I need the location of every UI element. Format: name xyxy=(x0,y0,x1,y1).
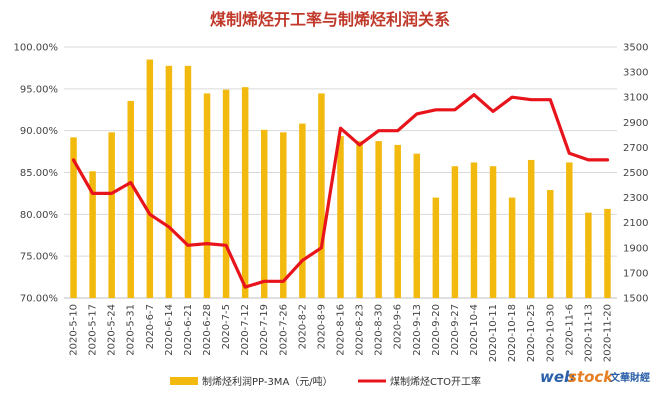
x-tick-label: 2020-6-28 xyxy=(202,304,213,356)
legend-bar-swatch xyxy=(170,377,198,385)
left-tick-label: 95.00% xyxy=(20,84,58,95)
bar xyxy=(318,93,325,298)
bar xyxy=(508,197,516,298)
x-tick-label: 2020-5-17 xyxy=(88,304,99,356)
x-axis: 2020-5-10 2020-5-17 2020-5-24 2020-5-31 2020… xyxy=(69,304,614,362)
bar xyxy=(547,190,554,298)
bar xyxy=(108,132,115,298)
line-series xyxy=(71,93,610,289)
x-tick-label: 2020-7-5 xyxy=(221,304,232,349)
bar xyxy=(241,87,249,298)
x-tick-label: 2020-7-19 xyxy=(259,304,270,356)
bar xyxy=(146,59,154,298)
bar xyxy=(527,159,535,298)
left-tick-label: 90.00% xyxy=(20,126,58,137)
x-tick-label: 2020-9-27 xyxy=(450,304,461,356)
right-tick-label: 3500 xyxy=(623,43,648,54)
x-tick-label: 2020-10-30 xyxy=(545,304,556,362)
watermark-stock: stock xyxy=(568,368,614,386)
x-tick-label: 2020-11-20 xyxy=(602,304,613,362)
bar xyxy=(89,171,96,298)
right-tick-label: 2100 xyxy=(623,218,648,229)
x-tick-label: 2020-6-7 xyxy=(145,304,156,349)
bar xyxy=(337,136,344,298)
bar xyxy=(184,65,192,298)
bar-series xyxy=(70,59,611,299)
x-tick-label: 2020-5-31 xyxy=(126,304,137,356)
x-tick-label: 2020-5-24 xyxy=(107,304,118,356)
bar xyxy=(489,166,497,298)
bar xyxy=(127,100,134,298)
legend: 制烯烃利润PP-3MA（元/吨） 煤制烯烃CTO开工率 xyxy=(170,375,481,388)
cto-rate-line xyxy=(71,93,610,289)
x-tick-label: 2020-8-16 xyxy=(336,304,347,356)
x-tick-label: 2020-8-30 xyxy=(374,304,385,356)
right-tick-label: 1900 xyxy=(623,243,648,254)
x-tick-label: 2020-7-26 xyxy=(278,304,289,356)
left-tick-label: 85.00% xyxy=(20,168,58,179)
left-tick-label: 75.00% xyxy=(20,252,58,263)
x-tick-label: 2020-10-25 xyxy=(526,304,537,362)
left-axis: 70.00% 75.00% 80.00% 85.00% 90.00% 95.00% 100.… xyxy=(14,43,59,305)
legend-line-label: 煤制烯烃CTO开工率 xyxy=(390,375,481,388)
bar xyxy=(222,89,230,298)
left-tick-label: 80.00% xyxy=(20,210,58,221)
right-tick-label: 3300 xyxy=(623,68,648,79)
x-tick-label: 2020-6-21 xyxy=(183,304,194,356)
left-tick-label: 100.00% xyxy=(14,43,59,54)
x-tick-label: 2020-9-13 xyxy=(412,304,423,356)
x-tick-label: 2020-10-11 xyxy=(488,304,499,362)
watermark-cn: 文華財經 xyxy=(610,371,650,384)
bar xyxy=(70,137,77,298)
right-tick-label: 3100 xyxy=(623,93,648,104)
x-tick-label: 2020-10-4 xyxy=(469,304,480,356)
x-tick-label: 2020-10-18 xyxy=(507,304,518,362)
x-tick-label: 2020-11-6 xyxy=(564,304,575,356)
right-tick-label: 2300 xyxy=(623,193,648,204)
x-tick-label: 2020-5-10 xyxy=(69,304,80,356)
bar xyxy=(299,123,306,299)
watermark-web: web xyxy=(540,368,575,386)
right-tick-label: 1700 xyxy=(623,268,648,279)
right-axis: 1500 1700 1900 2100 2300 2500 2700 2900 3100 3300… xyxy=(623,43,648,305)
x-tick-label: 2020-6-14 xyxy=(164,304,175,356)
bar xyxy=(356,141,363,298)
x-tick-label: 2020-8-23 xyxy=(355,304,366,356)
bar xyxy=(432,197,440,298)
x-tick-label: 2020-8-2 xyxy=(297,304,308,349)
x-tick-label: 2020-9-20 xyxy=(431,304,442,356)
bar xyxy=(165,65,173,298)
bar xyxy=(585,212,592,298)
watermark: web stock 文華財經 xyxy=(540,368,650,386)
bar xyxy=(203,93,211,298)
right-tick-label: 2700 xyxy=(623,143,648,154)
bar xyxy=(375,141,382,298)
bar xyxy=(566,162,573,298)
bar xyxy=(260,129,268,298)
bar xyxy=(394,144,401,298)
bar xyxy=(470,162,478,298)
right-tick-label: 2500 xyxy=(623,168,648,179)
x-tick-label: 2020-11-13 xyxy=(583,304,594,362)
x-tick-label: 2020-7-12 xyxy=(240,304,251,356)
x-tick-label: 2020-9-6 xyxy=(393,304,404,349)
left-tick-label: 70.00% xyxy=(20,294,58,305)
legend-bar-label: 制烯烃利润PP-3MA（元/吨） xyxy=(202,375,333,388)
bar xyxy=(451,166,459,298)
x-tick-label: 2020-8-9 xyxy=(316,304,327,349)
bar xyxy=(280,132,287,298)
bar xyxy=(413,153,421,298)
bar xyxy=(604,208,611,298)
right-tick-label: 2900 xyxy=(623,118,648,129)
right-tick-label: 1500 xyxy=(623,294,648,305)
chart-title: 煤制烯烃开工率与制烯烃利润关系 xyxy=(210,10,450,29)
